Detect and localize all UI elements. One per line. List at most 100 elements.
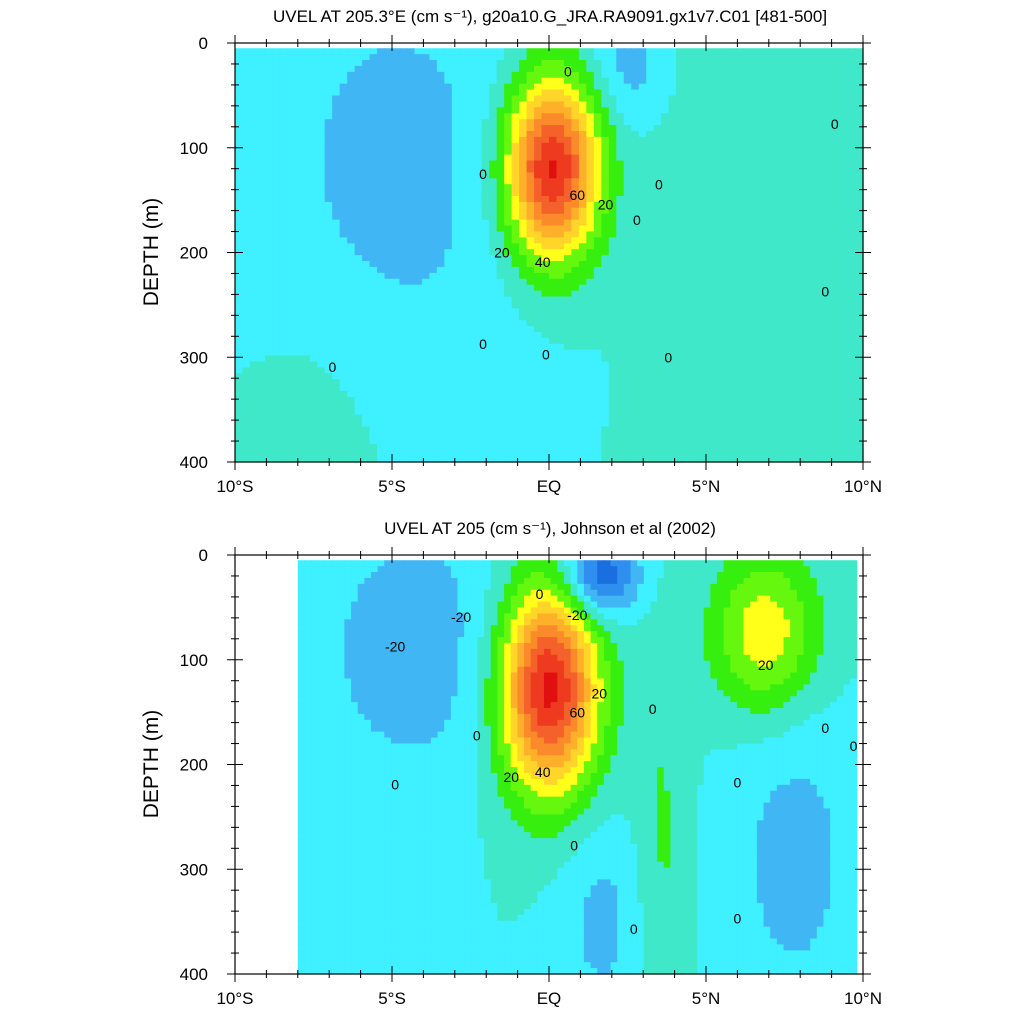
field-cell xyxy=(549,83,558,91)
field-cell xyxy=(235,136,244,144)
field-cell xyxy=(384,83,393,91)
field-cell xyxy=(735,326,744,333)
field-cell xyxy=(735,65,744,73)
field-cell xyxy=(362,296,371,304)
field-cell xyxy=(287,373,296,380)
field-cell xyxy=(496,284,505,292)
field-cell xyxy=(541,320,550,327)
field-cell xyxy=(481,225,490,233)
field-cell xyxy=(713,184,722,191)
field-cell xyxy=(780,266,789,274)
field-cell xyxy=(661,172,670,179)
field-cell xyxy=(758,266,767,274)
field-cell xyxy=(332,284,341,292)
field-cell xyxy=(616,166,625,173)
field-cell xyxy=(765,160,774,168)
field-cell xyxy=(810,391,819,398)
field-cell xyxy=(272,54,281,61)
field-cell xyxy=(294,190,303,197)
field-cell xyxy=(608,136,617,144)
field-cell xyxy=(840,48,849,55)
field-cell xyxy=(556,172,565,179)
field-cell xyxy=(758,284,767,292)
field-cell xyxy=(563,225,573,233)
field-cell xyxy=(302,196,311,203)
field-cell xyxy=(795,237,804,244)
field-cell xyxy=(728,201,737,209)
field-cell xyxy=(287,101,296,108)
field-cell xyxy=(750,255,759,262)
field-cell xyxy=(526,314,535,321)
field-cell xyxy=(339,219,348,227)
field-cell xyxy=(429,172,438,179)
field-cell xyxy=(855,326,864,333)
field-cell xyxy=(466,231,475,238)
field-cell xyxy=(728,361,737,369)
field-cell xyxy=(309,142,318,150)
field-cell xyxy=(242,284,251,292)
field-cell xyxy=(735,373,744,380)
field-cell xyxy=(825,172,834,179)
field-cell xyxy=(541,373,550,380)
field-cell xyxy=(676,83,685,91)
field-cell xyxy=(235,71,244,79)
field-cell xyxy=(728,343,737,351)
field-cell xyxy=(377,243,386,250)
field-cell xyxy=(713,77,722,85)
field-cell xyxy=(324,225,333,233)
field-cell xyxy=(571,172,580,179)
field-cell xyxy=(788,160,797,168)
field-cell xyxy=(578,361,587,369)
field-cell xyxy=(392,166,401,173)
field-cell xyxy=(706,196,715,203)
field-cell xyxy=(257,119,266,126)
field-cell xyxy=(421,343,430,351)
field-cell xyxy=(608,249,617,256)
field-cell xyxy=(294,225,303,233)
field-cell xyxy=(773,331,782,339)
field-cell xyxy=(803,391,812,398)
field-cell xyxy=(758,154,767,162)
field-cell xyxy=(279,391,288,398)
field-cell xyxy=(818,331,827,339)
field-cell xyxy=(586,160,595,168)
field-cell xyxy=(377,278,386,286)
field-cell xyxy=(339,320,348,327)
field-cell xyxy=(317,60,326,67)
field-cell xyxy=(332,213,341,221)
field-cell xyxy=(623,337,632,345)
field-cell xyxy=(833,130,842,138)
field-cell xyxy=(466,296,475,304)
field-cell xyxy=(504,160,513,168)
field-cell xyxy=(608,373,617,380)
field-cell xyxy=(556,136,565,144)
field-cell xyxy=(362,207,371,215)
field-cell xyxy=(302,136,311,144)
field-cell xyxy=(302,54,311,61)
field-cell xyxy=(541,207,550,215)
field-cell xyxy=(294,154,303,162)
field-cell xyxy=(653,225,662,233)
field-cell xyxy=(571,142,580,150)
field-cell xyxy=(616,278,625,286)
field-cell xyxy=(743,154,752,162)
field-cell xyxy=(474,290,483,298)
field-cell xyxy=(474,184,483,191)
field-cell xyxy=(406,196,416,203)
field-cell xyxy=(758,201,767,209)
field-cell xyxy=(720,65,730,73)
field-cell xyxy=(691,178,700,185)
field-cell xyxy=(616,391,625,398)
field-cell xyxy=(780,355,789,363)
field-cell xyxy=(578,231,587,238)
field-cell xyxy=(354,337,363,345)
field-cell xyxy=(309,54,318,61)
field-cell xyxy=(264,201,273,209)
field-cell xyxy=(803,355,812,363)
field-cell xyxy=(638,284,647,292)
field-cell xyxy=(302,379,311,386)
field-cell xyxy=(571,290,580,298)
field-cell xyxy=(818,154,827,162)
field-cell xyxy=(257,314,266,321)
field-cell xyxy=(818,266,827,274)
